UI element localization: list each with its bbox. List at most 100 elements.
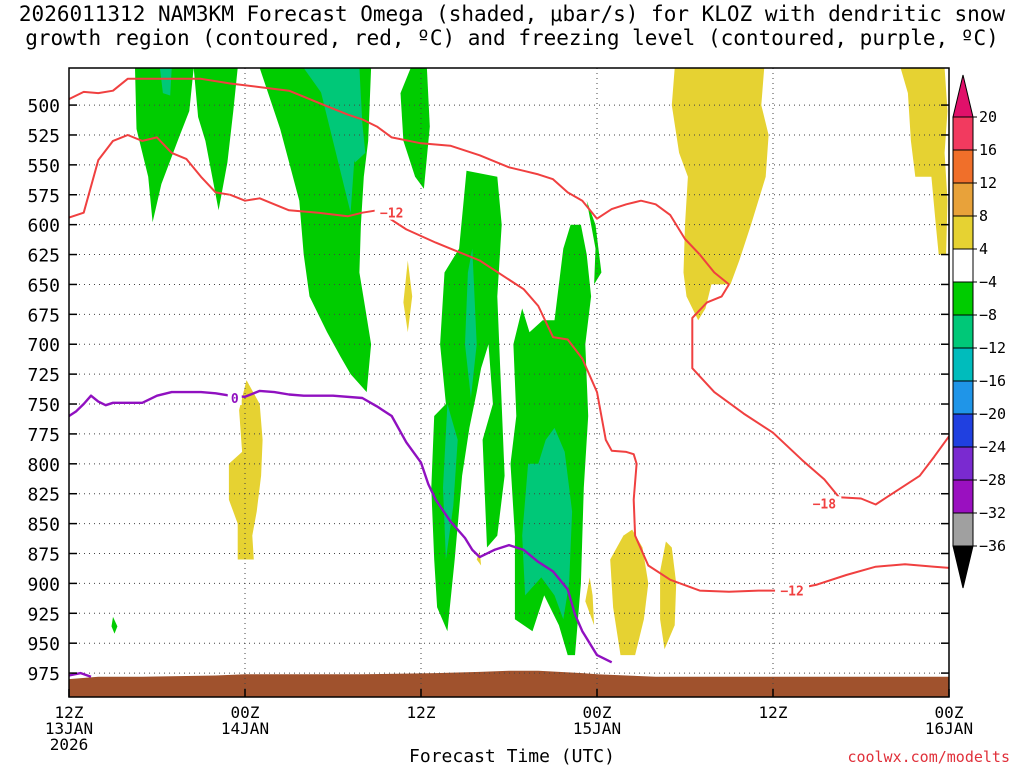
- grid-layer: [69, 68, 949, 697]
- x-axis-label: Forecast Time (UTC): [409, 746, 615, 767]
- colorbar-segment-6: [952, 314, 974, 349]
- y-tick-label-650: 650: [27, 275, 60, 296]
- y-tick-label-550: 550: [27, 156, 60, 177]
- colorbar-segment-5: [952, 281, 974, 316]
- y-tick-label-925: 925: [27, 604, 60, 625]
- colorbar-top-triangle: [952, 74, 974, 118]
- omega-region-12: [522, 427, 573, 620]
- y-tick-label-800: 800: [27, 455, 60, 476]
- omega-region-7: [403, 260, 413, 333]
- x-tick-label-5-0: 00Z: [935, 703, 964, 722]
- colorbar-segment-10: [952, 446, 974, 481]
- plot-frame: [68, 67, 950, 698]
- omega-region-17: [585, 577, 595, 626]
- colorbar-segment-4: [952, 248, 974, 283]
- colorbar-segment-12: [952, 512, 974, 547]
- x-tick-label-1-1: 14JAN: [221, 719, 269, 738]
- colorbar-label-3: 8: [979, 207, 988, 225]
- omega-region-13: [586, 200, 602, 285]
- x-tick-label-0-2: 2026: [50, 735, 89, 754]
- y-tick-label-900: 900: [27, 574, 60, 595]
- omega-region-8: [431, 170, 505, 632]
- omega-region-20: [671, 68, 769, 321]
- omega-region-21: [900, 68, 948, 255]
- omega-region-10: [465, 248, 477, 398]
- colorbar-segment-9: [952, 413, 974, 448]
- colorbar-bottom-triangle: [952, 545, 974, 589]
- colorbar-label-5: −4: [979, 273, 997, 291]
- terrain-layer: [69, 670, 949, 697]
- omega-region-5: [318, 81, 357, 213]
- colorbar-segment-7: [952, 347, 974, 382]
- x-tick-label-0-1: 13JAN: [45, 719, 93, 738]
- y-tick-label-750: 750: [27, 395, 60, 416]
- omega-region-2: [159, 68, 172, 96]
- y-tick-label-875: 875: [27, 545, 60, 566]
- contour-label-1: 0: [231, 392, 239, 407]
- colorbar-label-12: −32: [979, 504, 1006, 522]
- contour-label-bg-1: [227, 391, 242, 406]
- omega-region-1: [193, 68, 238, 211]
- dgz-contour-lower: [69, 134, 949, 593]
- colorbar-label-1: 16: [979, 141, 997, 159]
- x-tick-label-3-0: 00Z: [583, 703, 612, 722]
- colorbar-segment-2: [952, 182, 974, 217]
- omega-region-15: [111, 616, 118, 634]
- chart-title: 2026011312 NAM3KM Forecast Omega (shaded…: [0, 2, 1024, 50]
- y-tick-label-675: 675: [27, 305, 60, 326]
- colorbar-label-9: −20: [979, 405, 1006, 423]
- contour-label-bg-2: [807, 496, 842, 511]
- colorbar-label-4: 4: [979, 240, 988, 258]
- colorbar-segment-1: [952, 149, 974, 184]
- colorbar-segment-3: [952, 215, 974, 250]
- y-tick-label-700: 700: [27, 335, 60, 356]
- y-tick-label-825: 825: [27, 485, 60, 506]
- y-tick-label-950: 950: [27, 634, 60, 655]
- dgz-contour-upper: [69, 77, 949, 506]
- colorbar-label-8: −16: [979, 372, 1006, 390]
- x-tick-label-3-1: 15JAN: [573, 719, 621, 738]
- omega-region-14: [228, 380, 263, 560]
- y-tick-label-775: 775: [27, 425, 60, 446]
- y-tick-label-725: 725: [27, 365, 60, 386]
- watermark: coolwx.com/modelts: [847, 748, 1010, 766]
- omega-shading-layer: [111, 68, 948, 656]
- colorbar-segment-8: [952, 380, 974, 415]
- contour-label-3: −12: [780, 585, 803, 600]
- x-tick-label-5-1: 16JAN: [925, 719, 973, 738]
- title-line-1: 2026011312 NAM3KM Forecast Omega (shaded…: [18, 2, 1006, 26]
- title-line-2: growth region (contoured, red, ºC) and f…: [25, 26, 999, 50]
- x-tick-label-2-0: 12Z: [407, 703, 436, 722]
- omega-region-6: [400, 68, 430, 189]
- colorbar-label-10: −24: [979, 438, 1006, 456]
- colorbar-label-2: 12: [979, 174, 997, 192]
- colorbar-label-13: −36: [979, 537, 1006, 555]
- y-tick-label-600: 600: [27, 216, 60, 237]
- x-tick-label-0-0: 12Z: [55, 703, 84, 722]
- contour-label-0: −12: [380, 207, 403, 222]
- y-tick-label-975: 975: [27, 664, 60, 685]
- x-tick-label-1-0: 00Z: [231, 703, 260, 722]
- omega-colorbar: 20 16 12 8 4 −4 −8 −12 −16 −20 −24 −28 −32 −36: [952, 74, 1006, 589]
- colorbar-label-0: 20: [979, 108, 997, 126]
- x-tick-label-4-0: 12Z: [759, 703, 788, 722]
- contour-layer: −12 0 −18 −12: [69, 77, 949, 678]
- omega-region-16: [476, 551, 482, 566]
- colorbar-segment-0: [952, 116, 974, 151]
- omega-region-18: [610, 529, 649, 656]
- y-tick-label-850: 850: [27, 515, 60, 536]
- axes-layer: 500 525 550 575 600 625 650 675 700 725 750 775 800 8…: [27, 67, 973, 754]
- freezing-level-contour-bl: [69, 671, 92, 678]
- terrain: [69, 670, 949, 697]
- y-tick-label-575: 575: [27, 186, 60, 207]
- colorbar-label-6: −8: [979, 306, 997, 324]
- contour-label-2: −18: [813, 497, 837, 512]
- colorbar-label-11: −28: [979, 471, 1006, 489]
- omega-region-19: [660, 541, 677, 650]
- contour-label-bg-0: [374, 205, 409, 220]
- colorbar-label-7: −12: [979, 339, 1006, 357]
- y-tick-label-500: 500: [27, 96, 60, 117]
- y-tick-label-625: 625: [27, 246, 60, 267]
- contour-label-bg-3: [775, 583, 810, 598]
